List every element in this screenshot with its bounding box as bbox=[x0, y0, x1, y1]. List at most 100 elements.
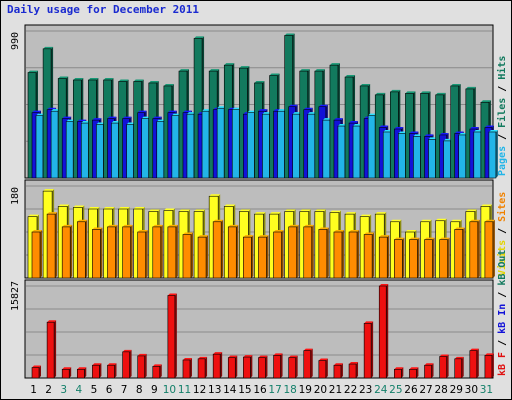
bar-pages-day-6-top bbox=[111, 121, 121, 124]
x-tick-label-day-7: 7 bbox=[121, 384, 128, 396]
bar-files-day-20-top bbox=[318, 104, 328, 107]
x-tick-label-day-6: 6 bbox=[106, 384, 113, 396]
bar-sites-day-31-top bbox=[484, 219, 495, 222]
bar-kb-f-day-23 bbox=[363, 323, 372, 379]
bar-pages-day-15-top bbox=[247, 110, 257, 113]
bar-files-day-22-top bbox=[349, 121, 359, 124]
bar-sites-day-27-top bbox=[424, 237, 435, 240]
x-tick-label-day-16: 16 bbox=[253, 384, 267, 396]
bar-sites-day-10-side bbox=[175, 224, 178, 278]
bar-sites-day-19-top bbox=[303, 224, 314, 227]
bar-sites-day-6-side bbox=[115, 224, 118, 278]
bar-visits-day-6-top bbox=[103, 207, 115, 209]
x-tick-label-day-2: 2 bbox=[45, 384, 52, 396]
bar-sites-day-23-side bbox=[372, 232, 375, 278]
bar-sites-day-15-top bbox=[243, 235, 254, 238]
bar-sites-day-23 bbox=[363, 234, 373, 279]
bar-visits-day-8-top bbox=[133, 207, 145, 209]
bar-visits-day-26-top bbox=[405, 230, 417, 232]
bar-pages-day-16 bbox=[262, 113, 270, 179]
bar-pages-day-15 bbox=[247, 112, 255, 179]
bar-pages-day-20-top bbox=[322, 118, 332, 121]
bar-visits-day-5-top bbox=[88, 207, 100, 209]
panel-1-legend: Pages / Files / Hits bbox=[496, 56, 508, 176]
bar-pages-day-8 bbox=[141, 118, 149, 179]
bar-hits-day-25-top bbox=[390, 89, 401, 92]
bar-kb-f-day-26 bbox=[409, 368, 417, 379]
bar-files-day-8-top bbox=[137, 110, 147, 113]
bar-sites-day-2-side bbox=[55, 212, 58, 278]
bar-pages-day-23 bbox=[367, 115, 376, 179]
bar-pages-day-16-top bbox=[262, 112, 272, 115]
bar-pages-day-22-top bbox=[353, 124, 363, 127]
bar-kb-f-day-9-side bbox=[159, 364, 162, 378]
bar-hits-day-3-top bbox=[58, 76, 69, 79]
x-tick-label-day-21: 21 bbox=[329, 384, 342, 396]
bar-kb-f-day-8-top bbox=[137, 353, 147, 356]
bar-pages-day-28 bbox=[443, 140, 451, 179]
bar-kb-f-day-30-top bbox=[469, 348, 479, 351]
x-tick-label-day-4: 4 bbox=[75, 384, 82, 396]
bar-pages-day-31-top bbox=[488, 129, 498, 132]
legend-separator: / bbox=[497, 128, 508, 146]
x-tick-label-day-8: 8 bbox=[136, 384, 143, 396]
bar-pages-day-19 bbox=[307, 113, 316, 179]
bar-pages-day-13 bbox=[216, 107, 225, 179]
bar-kb-f-day-16 bbox=[258, 357, 266, 379]
panel-2-legend: Visits / Sites bbox=[496, 192, 508, 276]
bar-files-day-28-top bbox=[439, 132, 449, 135]
bar-sites-day-17-top bbox=[273, 230, 284, 232]
bar-kb-f-day-11-top bbox=[182, 357, 192, 360]
bar-kb-f-day-29-top bbox=[454, 356, 464, 359]
bar-hits-day-17-top bbox=[269, 73, 280, 76]
bar-files-day-19-top bbox=[303, 107, 313, 110]
legend-entry-sites: Sites bbox=[496, 192, 508, 222]
bar-visits-day-12-top bbox=[194, 209, 206, 212]
bar-kb-f-day-1-side bbox=[39, 365, 41, 378]
bar-kb-f-day-2 bbox=[46, 321, 55, 379]
x-tick-label-day-12: 12 bbox=[193, 384, 206, 396]
bar-files-day-10-top bbox=[167, 110, 177, 113]
bar-kb-f-day-19-top bbox=[303, 348, 313, 351]
bar-pages-day-27 bbox=[428, 139, 436, 179]
bar-sites-day-24 bbox=[378, 236, 388, 279]
bar-kb-f-day-10-side bbox=[174, 293, 177, 378]
bar-sites-day-4-top bbox=[77, 219, 88, 222]
bar-sites-day-21-side bbox=[341, 230, 344, 278]
x-tick-label-day-30: 30 bbox=[465, 384, 478, 396]
bar-sites-day-18-side bbox=[296, 224, 299, 278]
bar-visits-day-18-top bbox=[284, 209, 296, 212]
bar-hits-day-6-top bbox=[103, 78, 114, 80]
bar-files-day-31-top bbox=[484, 125, 494, 128]
bar-kb-f-day-26-side bbox=[416, 367, 419, 378]
bar-sites-day-29-top bbox=[454, 227, 465, 230]
bar-pages-day-1 bbox=[35, 115, 44, 179]
bar-sites-day-17 bbox=[273, 231, 282, 279]
bar-kb-f-day-23-side bbox=[371, 321, 374, 378]
bar-pages-day-24 bbox=[382, 131, 391, 179]
bar-kb-f-day-10-top bbox=[167, 293, 177, 296]
bar-visits-day-27-top bbox=[420, 219, 432, 222]
x-tick-label-day-24: 24 bbox=[374, 384, 388, 396]
x-tick-label-day-15: 15 bbox=[238, 384, 251, 396]
bar-pages-day-25 bbox=[398, 133, 406, 179]
bar-pages-day-21 bbox=[337, 125, 346, 179]
legend-separator: / bbox=[497, 80, 508, 98]
bar-sites-day-28 bbox=[439, 239, 448, 279]
bar-sites-day-7-side bbox=[130, 224, 133, 278]
bar-sites-day-8-side bbox=[145, 230, 148, 278]
bar-files-day-5-top bbox=[92, 118, 102, 121]
bar-sites-day-22-side bbox=[357, 230, 360, 278]
chart-title: Daily usage for December 2011 bbox=[7, 3, 200, 16]
bar-kb-f-day-22-top bbox=[349, 362, 359, 365]
bar-sites-day-3-side bbox=[70, 224, 73, 278]
bar-pages-day-7-top bbox=[126, 122, 136, 125]
bar-sites-day-21-top bbox=[333, 230, 344, 232]
bar-sites-day-6 bbox=[107, 226, 116, 279]
bar-hits-day-27-top bbox=[420, 91, 431, 94]
bar-sites-day-2 bbox=[46, 213, 56, 279]
legend-entry-kb-out: kB Out bbox=[497, 250, 508, 286]
bar-sites-day-27 bbox=[424, 239, 433, 279]
bar-pages-day-12-top bbox=[202, 109, 212, 112]
